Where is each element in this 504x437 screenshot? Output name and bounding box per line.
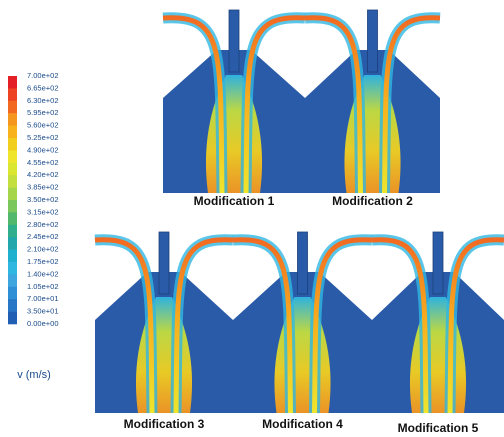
colorbar-label: 4.90e+02 [27, 145, 59, 154]
contour-panel [95, 232, 233, 413]
nozzle [298, 232, 308, 294]
colorbar-label: 3.85e+02 [27, 183, 59, 192]
colorbar-cell [8, 287, 17, 300]
nozzle [433, 232, 443, 294]
contour-panel [233, 232, 372, 413]
colorbar-label: 3.15e+02 [27, 207, 59, 216]
colorbar-cell [8, 237, 17, 250]
colorbar-label: 4.55e+02 [27, 158, 59, 167]
colorbar-label: 2.10e+02 [27, 245, 59, 254]
colorbar-cell [8, 150, 17, 163]
colorbar-cell [8, 101, 17, 114]
colorbar-unit: v (m/s) [17, 369, 51, 381]
panel-caption: Modification 5 [398, 421, 479, 435]
colorbar-cell [8, 126, 17, 139]
colorbar-label: 5.25e+02 [27, 133, 59, 142]
colorbar-cell [8, 200, 17, 213]
panel-caption: Modification 3 [124, 417, 205, 431]
colorbar-label: 5.60e+02 [27, 121, 59, 130]
colorbar-cell [8, 250, 17, 263]
nozzle [159, 232, 169, 294]
colorbar-cell [8, 225, 17, 238]
colorbar-label: 1.75e+02 [27, 257, 59, 266]
colorbar-label: 4.20e+02 [27, 170, 59, 179]
colorbar-cell [8, 113, 17, 126]
colorbar-cell [8, 163, 17, 176]
contour-panel [305, 10, 440, 193]
colorbar-cell [8, 299, 17, 312]
colorbar-label: 3.50e+02 [27, 195, 59, 204]
colorbar-cell [8, 312, 17, 325]
figure: v (m/s) 7.00e+02 6.65e+02 6.30e+02 5.95e+02… [0, 0, 504, 437]
colorbar-label: 3.50e+01 [27, 307, 59, 316]
colorbar-cell [8, 212, 17, 225]
colorbar-label: 2.80e+02 [27, 220, 59, 229]
contour-panel [163, 10, 305, 193]
colorbar-cell [8, 274, 17, 287]
colorbar-cell [8, 138, 17, 151]
colorbar-label: 7.00e+02 [27, 71, 59, 80]
colorbar-label: 7.00e+01 [27, 294, 59, 303]
colorbar-label: 6.65e+02 [27, 83, 59, 92]
colorbar-cell [8, 262, 17, 275]
colorbar-cell [8, 175, 17, 188]
colorbar-label: 1.40e+02 [27, 269, 59, 278]
nozzle [368, 10, 378, 72]
nozzle [229, 10, 239, 72]
colorbar-cell [8, 188, 17, 201]
panel-caption: Modification 1 [194, 194, 275, 208]
contour-panel [372, 232, 504, 413]
colorbar-label: 1.05e+02 [27, 282, 59, 291]
colorbar-label: 6.30e+02 [27, 96, 59, 105]
colorbar-cell [8, 76, 17, 89]
panel-caption: Modification 4 [262, 417, 343, 431]
colorbar-label: 0.00e+00 [27, 319, 59, 328]
panel-caption: Modification 2 [332, 194, 413, 208]
colorbar-label: 5.95e+02 [27, 108, 59, 117]
colorbar-label: 2.45e+02 [27, 232, 59, 241]
colorbar-cell [8, 88, 17, 101]
